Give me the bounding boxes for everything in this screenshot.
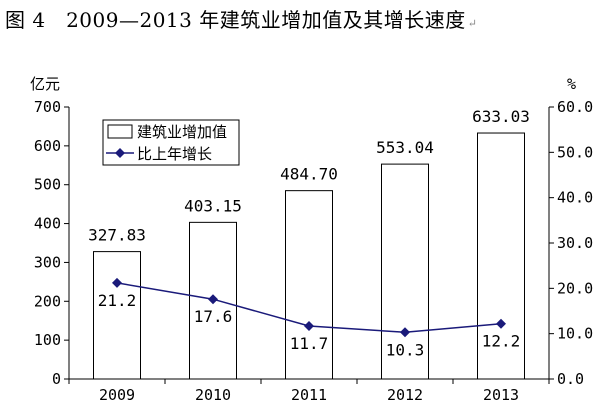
y-left-tick-label: 100 [34,331,61,349]
y-left-tick-label: 600 [34,137,61,155]
x-tick-label: 2009 [99,386,135,404]
bar-value-label: 484.70 [280,165,338,184]
y-left-tick-label: 200 [34,292,61,310]
y-left-unit: 亿元 [30,75,60,93]
bar-value-label: 403.15 [184,196,242,215]
y-right-tick-label: 60.0 [557,98,593,116]
x-tick-label: 2013 [483,386,519,404]
legend-bar-swatch [107,124,133,139]
line-value-label: 10.3 [386,340,425,359]
bar [285,190,333,380]
y-left-tick-label: 500 [34,176,61,194]
bar-value-label: 327.83 [88,226,146,245]
line-value-label: 12.2 [482,332,521,351]
y-right-tick-label: 10.0 [557,325,593,343]
line-point-marker [304,320,314,331]
y-right-tick-label: 20.0 [557,279,593,297]
x-tick-label: 2011 [291,386,327,404]
y-left-tick-label: 400 [34,215,61,233]
x-tick-label: 2012 [387,386,423,404]
bar [477,132,525,380]
bar [93,251,141,380]
y-left-tick-label: 300 [34,253,61,271]
figure-title: 图 4 2009—2013 年建筑业增加值及其增长速度 ↵ [5,4,477,33]
line-value-label: 21.2 [98,291,137,310]
y-right-tick-label: 40.0 [557,189,593,207]
figure-title-text: 图 4 2009—2013 年建筑业增加值及其增长速度 [5,8,466,32]
legend-line-label: 比上年增长 [137,145,212,163]
bar-value-label: 633.03 [472,107,530,126]
y-right-tick-label: 30.0 [557,234,593,252]
y-right-unit: % [567,75,576,93]
y-left-tick-label: 700 [34,98,61,116]
paragraph-mark-icon: ↵ [467,17,478,30]
line-point-marker [112,277,122,288]
bar [381,163,429,380]
line-point-marker [496,318,506,329]
line-value-label: 11.7 [290,334,329,353]
line-point-marker [400,327,410,338]
y-right-tick-label: 50.0 [557,143,593,161]
x-tick-label: 2010 [195,386,231,404]
line-value-label: 17.6 [194,307,233,326]
legend-line-marker [115,148,125,158]
y-left-tick-label: 0 [52,370,61,388]
legend-bar-label: 建筑业增加值 [137,123,227,141]
bar-value-label: 553.04 [376,138,434,157]
y-right-tick-label: 0.0 [557,370,584,388]
line-point-marker [208,294,218,305]
